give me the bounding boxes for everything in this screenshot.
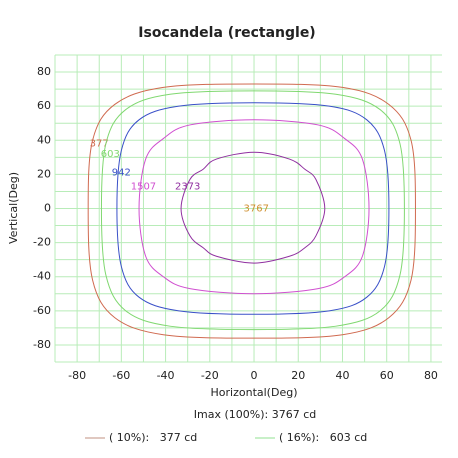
contour-label: 377 <box>90 139 109 150</box>
x-axis-label: Horizontal(Deg) <box>211 386 298 399</box>
x-tick-label: -20 <box>201 369 219 382</box>
contour-line <box>87 83 416 339</box>
contour-line <box>116 102 390 315</box>
y-tick-label: -80 <box>33 338 51 351</box>
x-tick-label: 60 <box>380 369 394 382</box>
y-tick-label: 40 <box>37 133 51 146</box>
y-tick-label: 0 <box>44 202 51 215</box>
x-tick-label: -80 <box>68 369 86 382</box>
x-tick-label: -40 <box>157 369 175 382</box>
x-tick-label: 80 <box>424 369 438 382</box>
y-tick-label: 80 <box>37 65 51 78</box>
legend-label: ( 10%): 377 cd <box>109 431 197 444</box>
y-axis-label: Vertical(Deg) <box>7 172 20 244</box>
center-label: 3767 <box>244 204 269 215</box>
contour-label: 942 <box>112 168 131 179</box>
y-tick-label: -60 <box>33 304 51 317</box>
contour-label: 1507 <box>131 181 156 192</box>
chart-title: Isocandela (rectangle) <box>138 25 315 41</box>
x-tick-label: -60 <box>112 369 130 382</box>
y-tick-label: 20 <box>37 167 51 180</box>
x-tick-label: 20 <box>291 369 305 382</box>
y-tick-label: -40 <box>33 270 51 283</box>
contour-line <box>138 119 370 295</box>
y-tick-label: 60 <box>37 99 51 112</box>
contour-line <box>180 151 326 264</box>
y-tick-label: -20 <box>33 236 51 249</box>
contour-line <box>100 90 405 331</box>
imax-note: Imax (100%): 3767 cd <box>194 408 316 421</box>
x-tick-label: 0 <box>251 369 258 382</box>
contour-label: 603 <box>101 149 120 160</box>
legend-label: ( 16%): 603 cd <box>279 431 367 444</box>
x-tick-label: 40 <box>335 369 349 382</box>
contour-label: 2373 <box>175 181 200 192</box>
